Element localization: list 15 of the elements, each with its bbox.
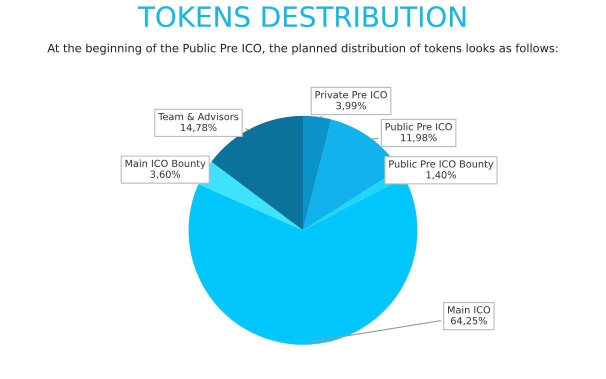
chart-subtitle: At the beginning of the Public Pre ICO, the planned distribution of tokens looks as follows: [47, 44, 558, 55]
chart-title: TOKENS DESTRIBUTION [138, 6, 466, 28]
slice-label: Main ICO [448, 306, 490, 314]
pie-slice [303, 116, 332, 230]
data-label: 14,78% [181, 124, 217, 132]
slice-label: Private Pre ICO [316, 90, 387, 98]
slice-label: Public Pre ICO Bounty [389, 160, 494, 170]
slice-label: Public Pre ICO [386, 122, 452, 130]
data-label: 3,60% [150, 170, 180, 179]
data-label: 11,98% [401, 134, 437, 142]
data-label: 64,25% [451, 316, 487, 326]
slice-label: Main ICO Bounty [126, 160, 206, 169]
slice-label: Team & Advisors [158, 112, 238, 120]
data-label: 3,99% [336, 102, 366, 110]
data-label: 1,40% [426, 171, 456, 180]
